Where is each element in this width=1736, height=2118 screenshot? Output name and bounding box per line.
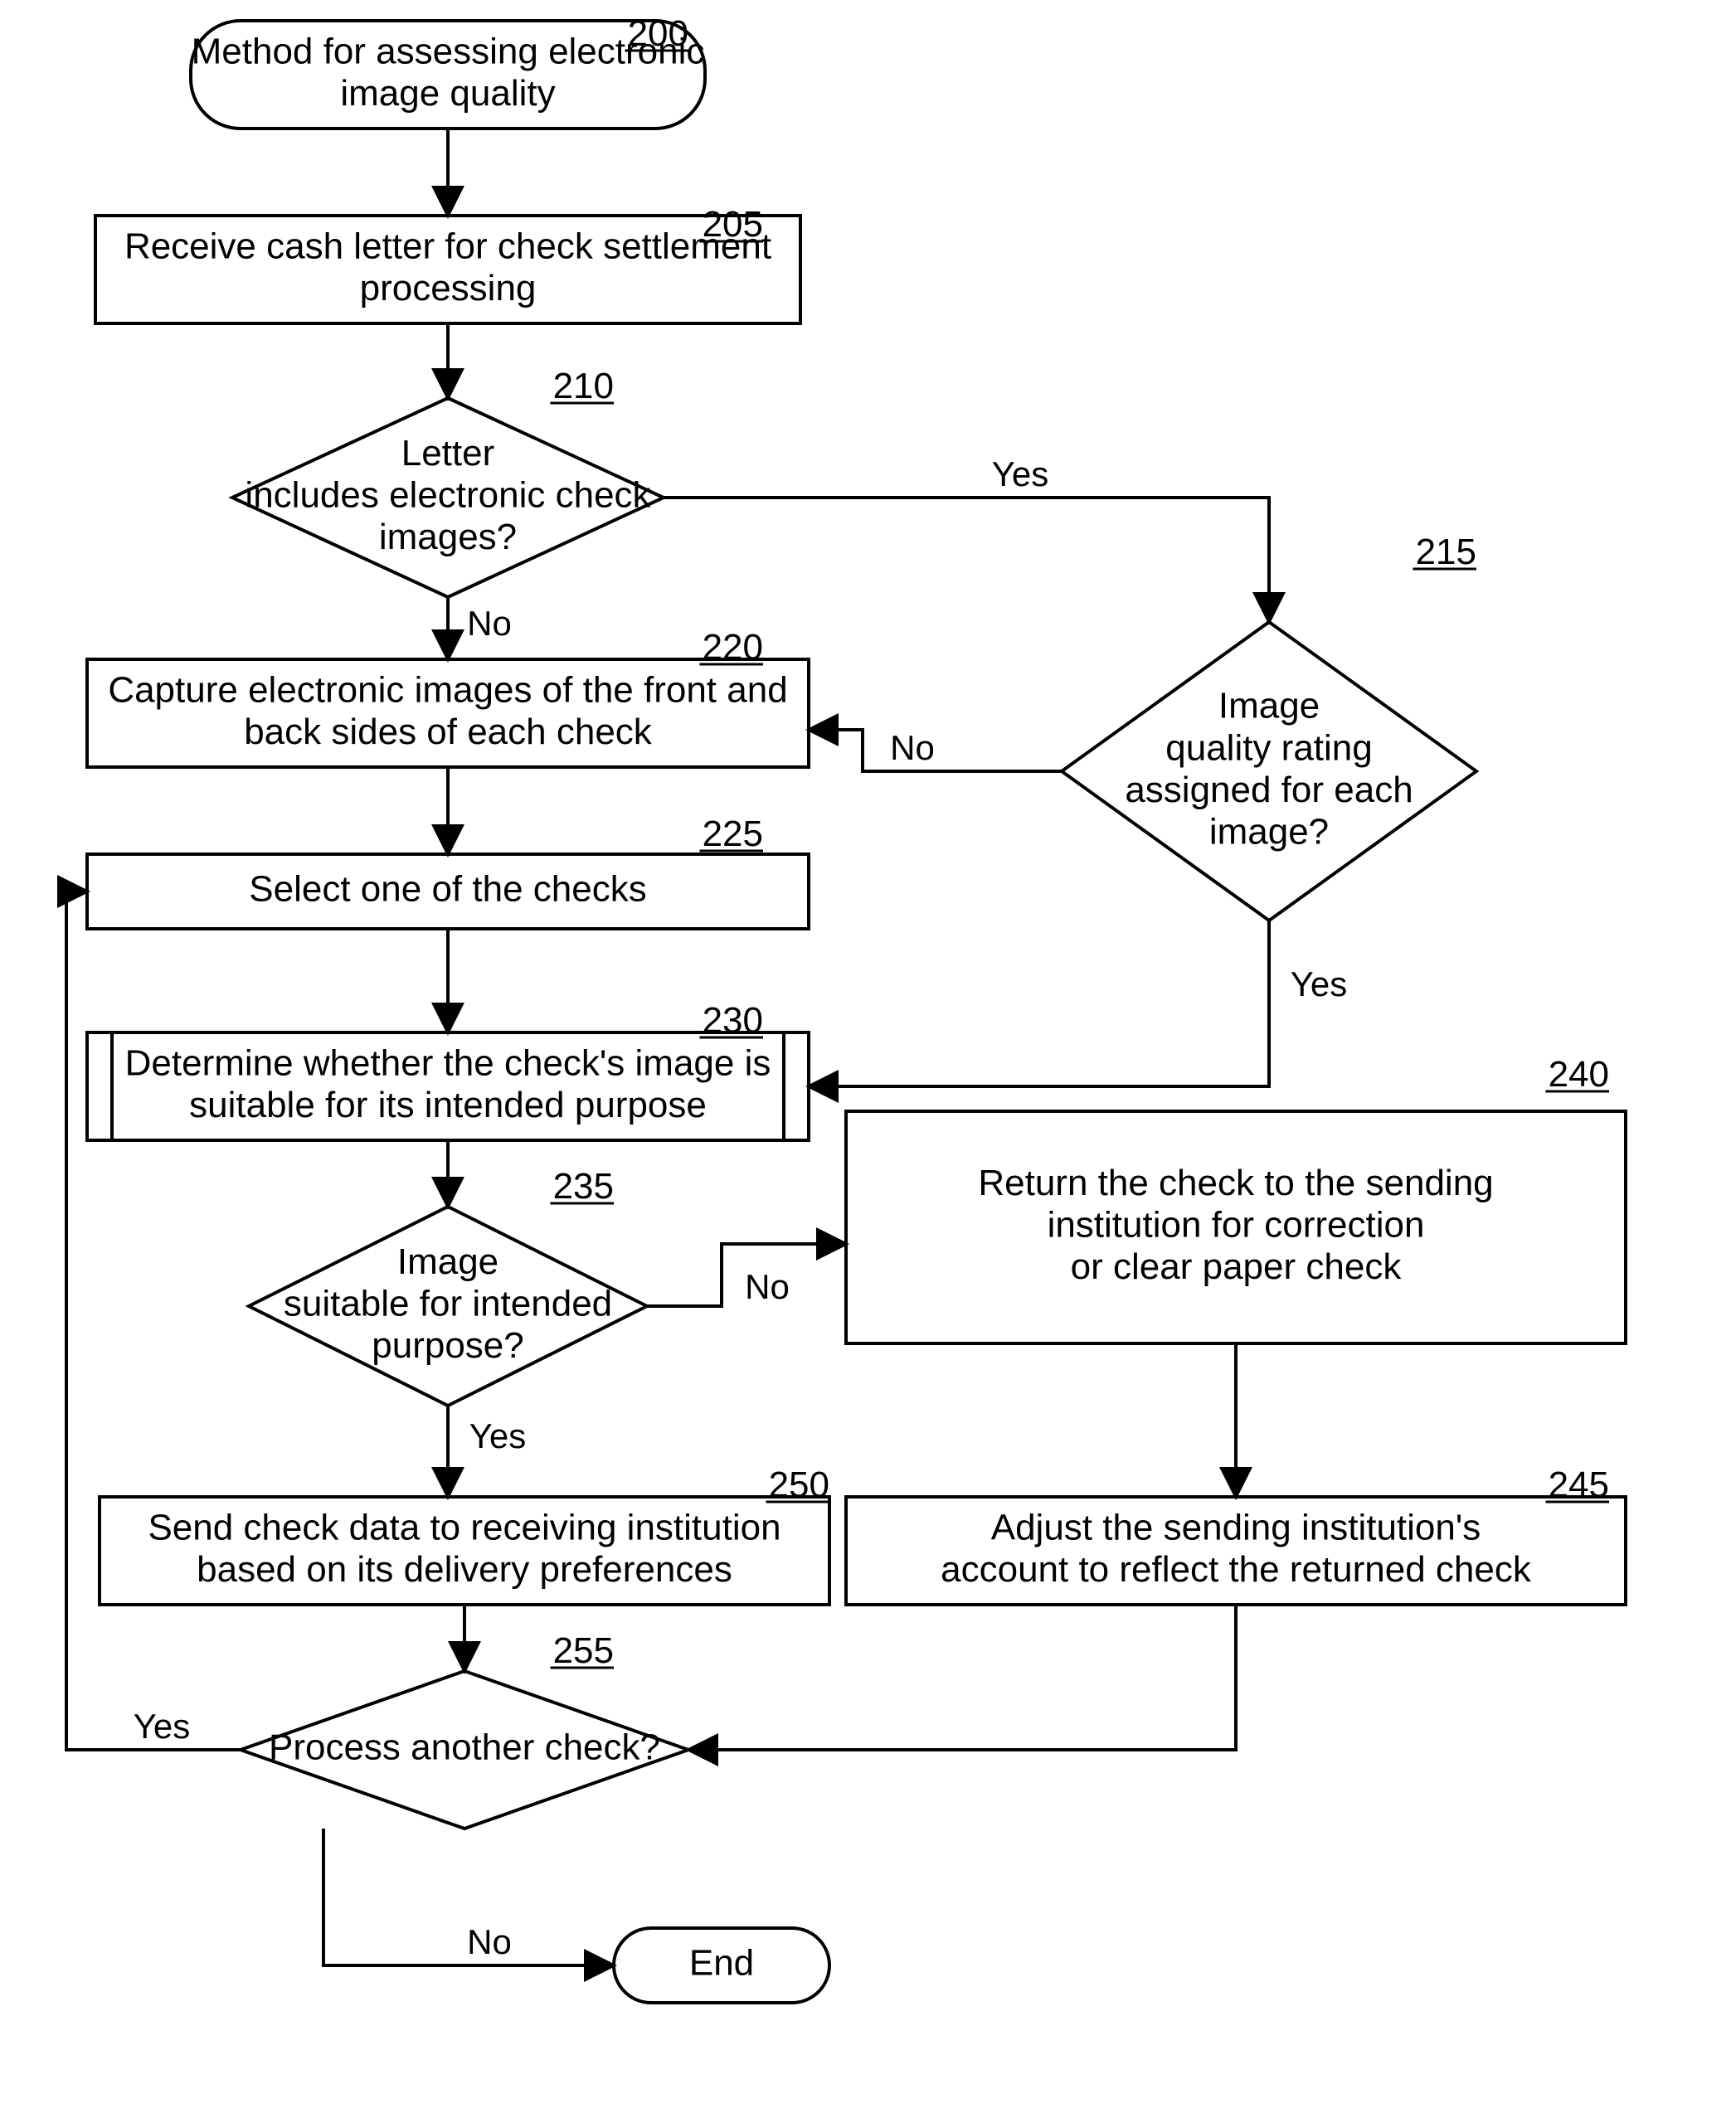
edge-label-n235-n240: No — [745, 1267, 790, 1306]
ref-label-225: 225 — [703, 814, 763, 854]
svg-text:Letter: Letter — [401, 433, 495, 474]
ref-label-205: 205 — [703, 204, 763, 245]
svg-text:or clear paper check: or clear paper check — [1071, 1246, 1403, 1287]
svg-text:processing: processing — [360, 268, 537, 308]
svg-text:image?: image? — [1209, 812, 1329, 853]
ref-label-210: 210 — [553, 366, 614, 406]
svg-text:Process another check?: Process another check? — [269, 1727, 660, 1768]
edge-label-n255-nEnd: No — [467, 1922, 512, 1961]
svg-text:assigned for each: assigned for each — [1125, 770, 1413, 810]
svg-text:image quality: image quality — [340, 73, 555, 114]
svg-text:includes electronic check: includes electronic check — [245, 475, 651, 516]
svg-text:Image: Image — [397, 1241, 498, 1282]
svg-text:quality rating: quality rating — [1165, 727, 1372, 768]
svg-text:Adjust the sending institution: Adjust the sending institution's — [991, 1507, 1481, 1547]
svg-text:Receive cash letter for check: Receive cash letter for check settlement — [124, 226, 771, 266]
svg-text:back sides of each check: back sides of each check — [244, 712, 653, 752]
svg-text:Select one of the checks: Select one of the checks — [249, 869, 646, 910]
svg-text:based on its delivery preferen: based on its delivery preferences — [197, 1549, 732, 1590]
edge-label-n210-n220: No — [467, 604, 512, 643]
ref-label-255: 255 — [553, 1630, 614, 1671]
svg-text:Capture electronic images of t: Capture electronic images of the front a… — [108, 669, 787, 710]
svg-text:End: End — [689, 1943, 754, 1984]
svg-text:account to reflect the returne: account to reflect the returned check — [941, 1549, 1532, 1590]
svg-text:purpose?: purpose? — [372, 1325, 523, 1366]
svg-text:institution for correction: institution for correction — [1048, 1205, 1425, 1246]
edge-label-n255-n225: Yes — [134, 1707, 191, 1746]
svg-text:suitable for its intended purp: suitable for its intended purpose — [189, 1085, 707, 1125]
svg-text:suitable for intended: suitable for intended — [284, 1284, 612, 1324]
ref-label-220: 220 — [703, 627, 763, 668]
svg-text:Determine whether the check's: Determine whether the check's image is — [125, 1042, 771, 1083]
ref-label-200: 200 — [628, 13, 688, 54]
edge-label-n210-n215: Yes — [992, 454, 1049, 493]
flowchart-container: Method for assessing electronicimage qua… — [0, 0, 1736, 2118]
edge-label-n215-n230: Yes — [1291, 964, 1348, 1003]
svg-text:Send check data to receiving i: Send check data to receiving institution — [148, 1507, 780, 1547]
edge-label-n235-n250: Yes — [469, 1416, 527, 1455]
edge-label-n215-n220: No — [890, 728, 935, 767]
ref-label-230: 230 — [703, 1000, 763, 1041]
ref-label-235: 235 — [553, 1166, 614, 1207]
svg-text:Image: Image — [1218, 686, 1320, 726]
ref-label-215: 215 — [1416, 532, 1476, 572]
ref-label-250: 250 — [769, 1465, 829, 1505]
svg-text:Return the check to the sendin: Return the check to the sending — [978, 1163, 1493, 1203]
ref-label-245: 245 — [1549, 1465, 1609, 1505]
ref-label-240: 240 — [1549, 1054, 1609, 1095]
svg-text:images?: images? — [379, 517, 517, 557]
